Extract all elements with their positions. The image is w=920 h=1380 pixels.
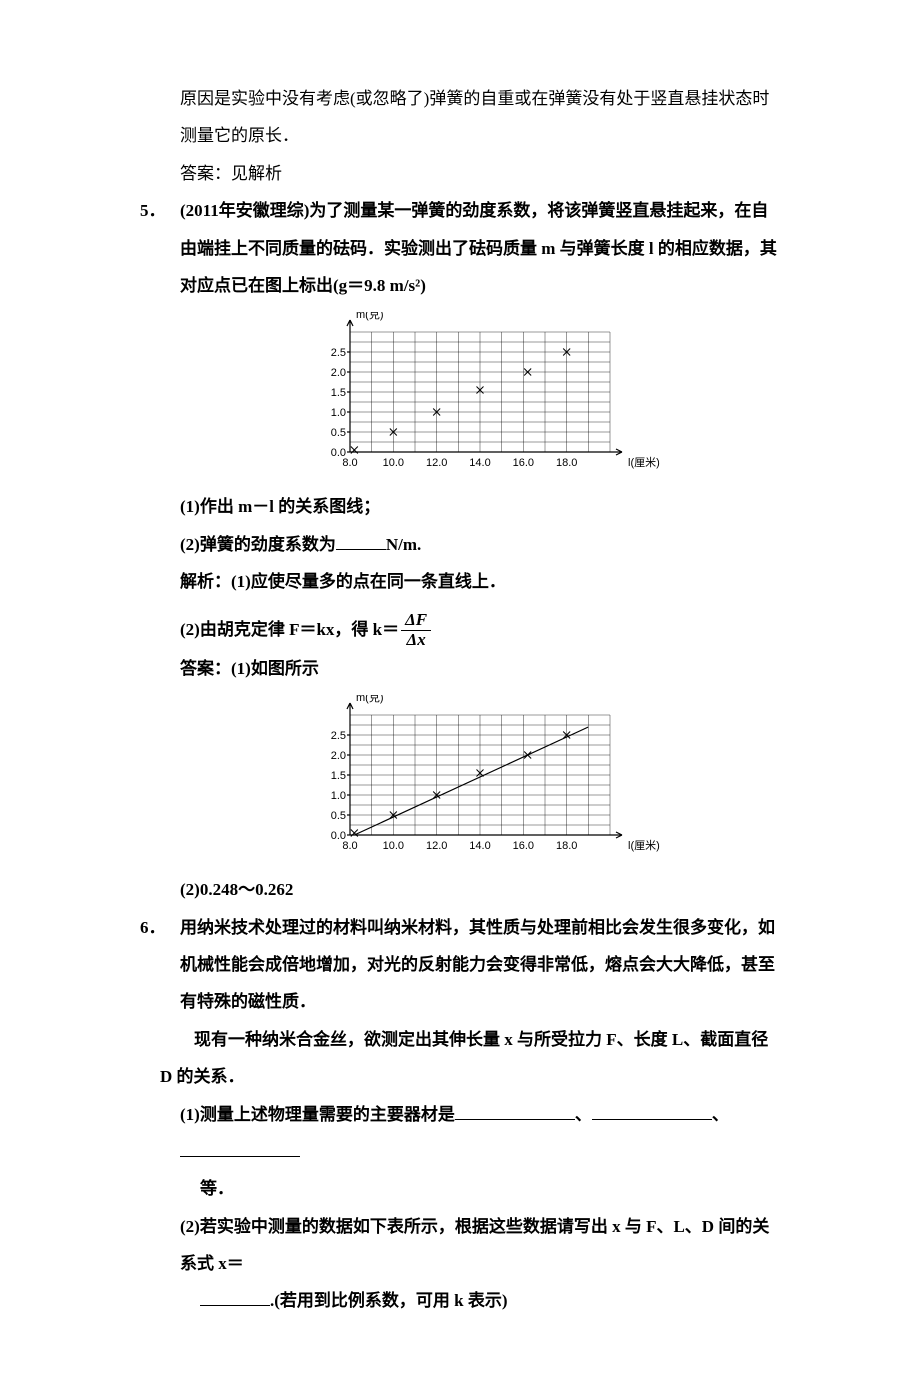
svg-text:1.5: 1.5 bbox=[331, 770, 346, 782]
q5-sol1-text: (1)应使尽量多的点在同一条直线上． bbox=[231, 572, 506, 591]
svg-text:2.0: 2.0 bbox=[331, 367, 346, 379]
q5-chart-1: 0.00.51.01.52.02.58.010.012.014.016.018.… bbox=[180, 312, 780, 482]
question-6: 6． 用纳米技术处理过的材料叫纳米材料，其性质与处理前相比会发生很多变化，如机械… bbox=[140, 909, 780, 1021]
q5-sol2-pre: (2)由胡克定律 F＝kx，得 k＝ bbox=[180, 620, 399, 639]
svg-text:18.0: 18.0 bbox=[556, 457, 577, 469]
q5-solution-2: (2)由胡克定律 F＝kx，得 k＝ΔFΔx bbox=[180, 611, 780, 650]
q5-number: 5． bbox=[140, 192, 180, 908]
svg-text:2.0: 2.0 bbox=[331, 750, 346, 762]
q5-ans-label: 答案： bbox=[180, 659, 231, 678]
prev-answer-label: 答案：见解析 bbox=[140, 155, 780, 192]
q6-blank-2 bbox=[592, 1102, 712, 1120]
q5-stem: (2011年安徽理综)为了测量某一弹簧的劲度系数，将该弹簧竖直悬挂起来，在自由端… bbox=[180, 192, 780, 304]
svg-text:12.0: 12.0 bbox=[426, 840, 447, 852]
svg-text:2.5: 2.5 bbox=[331, 347, 346, 359]
svg-text:8.0: 8.0 bbox=[342, 840, 357, 852]
svg-text:0.5: 0.5 bbox=[331, 810, 346, 822]
q5-frac-num: ΔF bbox=[401, 611, 431, 631]
svg-text:1.5: 1.5 bbox=[331, 387, 346, 399]
q5-answer: 答案：(1)如图所示 bbox=[180, 650, 780, 687]
q5-chart-2: 0.00.51.01.52.02.58.010.012.014.016.018.… bbox=[180, 695, 780, 865]
svg-text:2.5: 2.5 bbox=[331, 730, 346, 742]
q6-p2-post: .(若用到比例系数，可用 k 表示) bbox=[270, 1291, 508, 1310]
q6-p1-pre: (1)测量上述物理量需要的主要器材是 bbox=[180, 1105, 455, 1124]
svg-text:1.0: 1.0 bbox=[331, 790, 346, 802]
svg-text:l(厘米): l(厘米) bbox=[628, 839, 660, 852]
q6-blank-4 bbox=[200, 1288, 270, 1306]
q5-fraction: ΔFΔx bbox=[401, 611, 431, 649]
q6-stem-2: 现有一种纳米合金丝，欲测定出其伸长量 x 与所受拉力 F、长度 L、截面直径 D… bbox=[140, 1021, 780, 1096]
q5-ans1: (1)如图所示 bbox=[231, 659, 319, 678]
q5-part2-post: N/m. bbox=[386, 535, 421, 554]
q6-blank-3 bbox=[180, 1139, 300, 1157]
q5-ans2: (2)0.248～0.262 bbox=[180, 871, 780, 908]
svg-text:8.0: 8.0 bbox=[342, 457, 357, 469]
svg-text:14.0: 14.0 bbox=[469, 840, 490, 852]
svg-text:10.0: 10.0 bbox=[383, 840, 404, 852]
prev-reason-text: 原因是实验中没有考虑(或忽略了)弹簧的自重或在弹簧没有处于竖直悬挂状态时测量它的… bbox=[140, 80, 780, 155]
question-5: 5． (2011年安徽理综)为了测量某一弹簧的劲度系数，将该弹簧竖直悬挂起来，在… bbox=[140, 192, 780, 908]
svg-text:14.0: 14.0 bbox=[469, 457, 490, 469]
q6-sep-1: 、 bbox=[575, 1105, 592, 1124]
q6-part2: (2)若实验中测量的数据如下表所示，根据这些数据请写出 x 与 F、L、D 间的… bbox=[140, 1208, 780, 1283]
q6-sep-2: 、 bbox=[712, 1105, 729, 1124]
svg-text:10.0: 10.0 bbox=[383, 457, 404, 469]
svg-text:m(克): m(克) bbox=[356, 695, 384, 704]
svg-text:12.0: 12.0 bbox=[426, 457, 447, 469]
svg-text:0.5: 0.5 bbox=[331, 427, 346, 439]
svg-text:l(厘米): l(厘米) bbox=[628, 456, 660, 469]
q6-part2-line2: .(若用到比例系数，可用 k 表示) bbox=[140, 1282, 780, 1319]
svg-text:16.0: 16.0 bbox=[513, 840, 534, 852]
q6-blank-1 bbox=[455, 1102, 575, 1120]
q5-blank-k bbox=[336, 532, 386, 550]
svg-text:m(克): m(克) bbox=[356, 312, 384, 321]
q6-number: 6． bbox=[140, 909, 180, 1021]
q6-stem-1: 用纳米技术处理过的材料叫纳米材料，其性质与处理前相比会发生很多变化，如机械性能会… bbox=[180, 909, 780, 1021]
q5-part1: (1)作出 m－l 的关系图线； bbox=[180, 488, 780, 525]
svg-text:1.0: 1.0 bbox=[331, 407, 346, 419]
q5-solution-1: 解析：(1)应使尽量多的点在同一条直线上． bbox=[180, 563, 780, 600]
q6-part1: (1)测量上述物理量需要的主要器材是 、 、 bbox=[140, 1096, 780, 1171]
q5-part2-pre: (2)弹簧的劲度系数为 bbox=[180, 535, 336, 554]
q5-part2: (2)弹簧的劲度系数为 N/m. bbox=[180, 526, 780, 563]
q6-p2-pre: (2)若实验中测量的数据如下表所示，根据这些数据请写出 x 与 F、L、D 间的… bbox=[180, 1217, 769, 1273]
q5-sol-label: 解析： bbox=[180, 572, 231, 591]
q5-frac-den: Δx bbox=[401, 631, 431, 650]
q6-stem-2-text: 现有一种纳米合金丝，欲测定出其伸长量 x 与所受拉力 F、长度 L、截面直径 D… bbox=[160, 1030, 768, 1086]
svg-text:18.0: 18.0 bbox=[556, 840, 577, 852]
svg-text:16.0: 16.0 bbox=[513, 457, 534, 469]
q6-p1-end: 等． bbox=[140, 1170, 780, 1207]
